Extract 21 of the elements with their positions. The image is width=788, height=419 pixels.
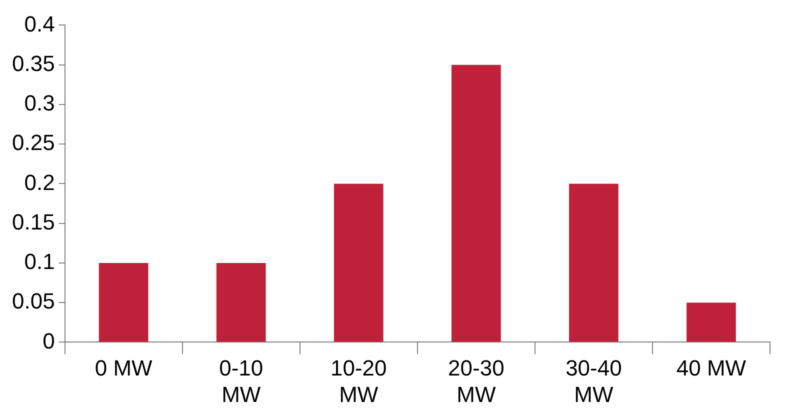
x-tick-label: 30-40 MW xyxy=(566,355,622,407)
bar xyxy=(451,64,501,342)
y-tick-label: 0.25 xyxy=(12,130,55,156)
y-tick-label: 0.15 xyxy=(12,209,55,234)
bar xyxy=(686,302,736,342)
bar xyxy=(569,184,618,342)
bar xyxy=(216,262,266,342)
y-tick-label: 0.35 xyxy=(12,50,55,76)
x-tick-label: 0 MW xyxy=(94,355,153,380)
x-tick-label: 10-20 MW xyxy=(330,355,387,407)
x-tick-label: 40 MW xyxy=(676,355,746,380)
y-tick-label: 0.3 xyxy=(24,90,55,116)
x-tick-label: 0-10 MW xyxy=(219,355,264,407)
y-tick-label: 0 xyxy=(42,328,55,354)
bar xyxy=(98,262,148,342)
y-tick-label: 0.05 xyxy=(12,288,55,314)
x-tick-label: 20-30 MW xyxy=(448,355,504,407)
bar xyxy=(334,184,384,342)
y-tick-label: 0.2 xyxy=(24,170,55,195)
y-tick-label: 0.4 xyxy=(24,11,55,36)
y-tick-label: 0.1 xyxy=(24,249,55,274)
